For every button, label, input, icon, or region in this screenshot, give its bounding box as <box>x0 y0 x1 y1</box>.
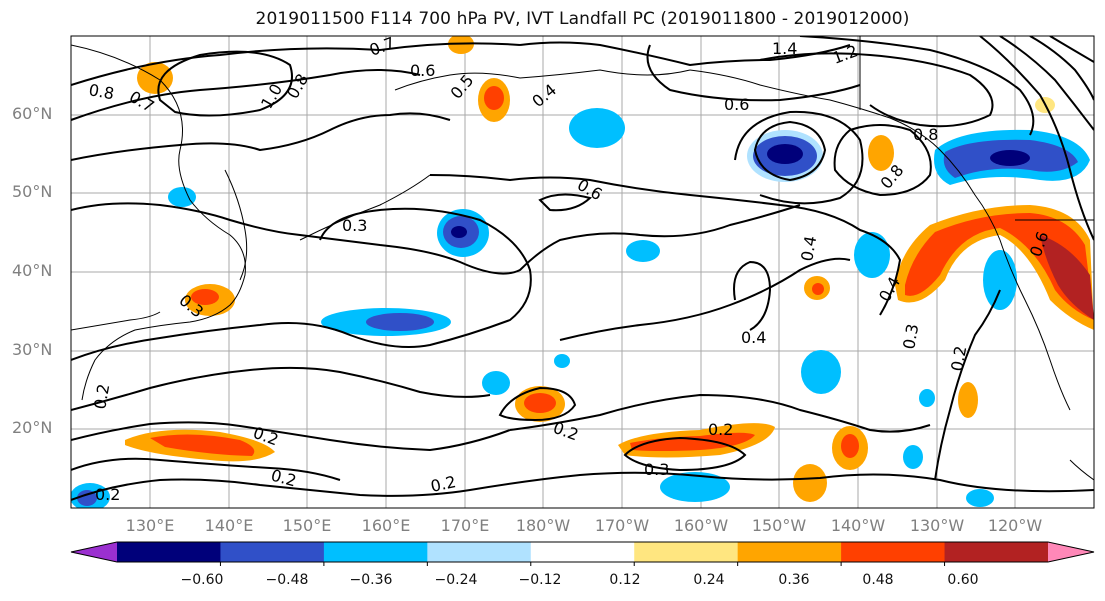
contour-label: 0.2 <box>95 485 120 504</box>
colorbar-tick-label: 0.36 <box>778 572 810 588</box>
colorbar-tick-label: −0.48 <box>265 572 309 588</box>
colorbar-segment <box>323 542 428 562</box>
colorbar-extend-low <box>71 542 117 562</box>
colorbar-tick-label: −0.36 <box>349 572 393 588</box>
colorbar-segment <box>427 542 532 562</box>
colorbar-segment <box>220 542 325 562</box>
lon-label: 170°E <box>440 516 490 535</box>
contour-label: 0.6 <box>724 95 749 114</box>
negative-anomaly <box>77 490 97 506</box>
negative-anomaly <box>660 472 730 502</box>
colorbar-segment <box>944 542 1049 562</box>
colorbar-segment <box>841 542 946 562</box>
contour-label: 1.4 <box>772 39 797 58</box>
lon-label: 130°W <box>909 516 965 535</box>
positive-anomaly <box>958 382 978 418</box>
negative-anomaly <box>903 445 923 469</box>
lon-label: 170°W <box>594 516 650 535</box>
lat-label-40n: 40°N <box>12 261 53 280</box>
lon-label: 130°E <box>125 516 175 535</box>
positive-anomaly <box>868 135 894 171</box>
lon-label: 120°W <box>987 516 1043 535</box>
negative-anomaly <box>966 489 994 507</box>
negative-anomaly <box>983 250 1017 310</box>
positive-anomaly <box>812 283 824 295</box>
negative-anomaly <box>919 389 935 407</box>
lon-label: 140°E <box>204 516 254 535</box>
contour-label: 0.3 <box>342 216 367 235</box>
colorbar-extend-high <box>1048 542 1094 562</box>
colorbar-tick-label: 0.24 <box>693 572 725 588</box>
lon-label: 160°E <box>361 516 411 535</box>
colorbar-segment <box>117 542 221 562</box>
positive-anomaly <box>524 393 556 413</box>
colorbar-outline <box>70 541 1095 563</box>
positive-anomaly <box>793 464 827 502</box>
lat-label-30n: 30°N <box>12 340 53 359</box>
negative-anomaly <box>366 313 434 331</box>
lon-label: 140°W <box>830 516 886 535</box>
positive-anomaly <box>191 289 219 305</box>
positive-anomaly <box>484 86 504 110</box>
contour-label: 0.2 <box>947 344 970 372</box>
positive-anomaly <box>841 434 859 458</box>
lat-label-60n: 60°N <box>12 104 53 123</box>
negative-anomaly <box>482 371 510 395</box>
contour-label: 0.8 <box>913 125 938 144</box>
colorbar-segment <box>737 542 842 562</box>
contour-label: 0.3 <box>644 460 669 479</box>
contour-label: 0.3 <box>899 322 922 350</box>
colorbar-segment <box>634 542 739 562</box>
map-title: 2019011500 F114 700 hPa PV, IVT Landfall… <box>255 9 910 29</box>
contour-label: 0.4 <box>741 328 766 347</box>
lon-label: 180°W <box>515 516 571 535</box>
lon-label: 150°E <box>282 516 332 535</box>
contour-label: 0.2 <box>429 472 458 496</box>
positive-anomaly <box>1040 235 1094 320</box>
colorbar-tick-label: −0.24 <box>434 572 478 588</box>
negative-anomaly <box>554 354 570 368</box>
positive-anomaly <box>630 432 755 451</box>
contour-label: 0.2 <box>708 420 733 439</box>
colorbar-tick-label: −0.12 <box>518 572 562 588</box>
contour-label: 0.2 <box>90 382 113 410</box>
negative-anomaly <box>801 350 841 394</box>
contour-label: 0.6 <box>410 61 435 80</box>
colorbar-segment <box>530 542 635 562</box>
negative-anomaly <box>767 144 803 164</box>
colorbar-tick-label: −0.60 <box>180 572 224 588</box>
colorbar <box>70 541 1095 566</box>
lon-label: 160°W <box>673 516 729 535</box>
colorbar-tick-label: 0.60 <box>947 572 979 588</box>
positive-anomaly <box>150 434 255 456</box>
pv-contours <box>71 36 1094 501</box>
lat-label-50n: 50°N <box>12 182 53 201</box>
positive-anomaly <box>448 36 474 54</box>
negative-anomaly <box>451 226 467 238</box>
negative-anomaly <box>990 150 1030 166</box>
coastlines <box>71 36 1094 481</box>
negative-anomaly <box>569 108 625 148</box>
positive-anomaly <box>137 62 173 94</box>
lat-label-20n: 20°N <box>12 418 53 437</box>
colorbar-tick-label: 0.12 <box>609 572 641 588</box>
colorbar-tick-label: 0.48 <box>862 572 894 588</box>
map-frame <box>70 35 1095 509</box>
negative-anomaly <box>168 187 196 207</box>
negative-anomaly <box>626 240 660 262</box>
negative-anomaly <box>854 232 890 278</box>
contour-label: 0.8 <box>87 80 115 103</box>
contour-label: 0.4 <box>797 234 820 262</box>
lon-label: 150°W <box>751 516 807 535</box>
